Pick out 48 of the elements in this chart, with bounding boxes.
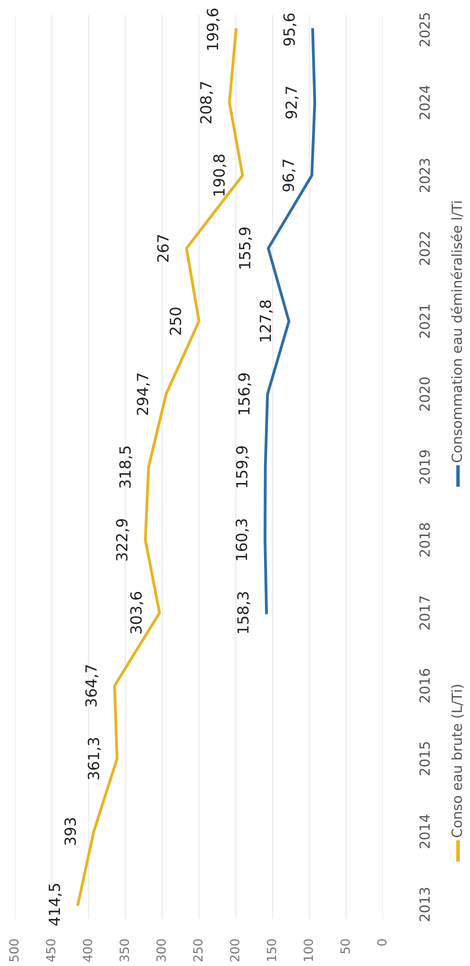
data-label: 208,7	[200, 82, 214, 124]
data-label: 414,5	[48, 884, 62, 926]
y-tick-label: 2025	[419, 13, 430, 46]
y-tick-label: 2016	[419, 668, 430, 702]
data-label: 318,5	[119, 446, 132, 488]
text: Consommation eau déminéralisée l/Ti	[450, 201, 464, 462]
y-tick-label: 2015	[419, 742, 430, 776]
y-tick-label: 2018	[419, 523, 430, 557]
data-label: 160,3	[236, 519, 249, 560]
x-tick-label: 50	[340, 939, 350, 954]
y-tick-label: 2022	[419, 232, 430, 265]
y-tick-label: 2024	[419, 86, 430, 120]
data-label: 92,7	[285, 86, 299, 119]
data-label: 156,9	[238, 373, 252, 414]
data-label: 155,9	[238, 227, 252, 268]
text: Conso eau brute (L/Ti)	[451, 684, 464, 838]
y-tick-label: 2019	[419, 450, 430, 484]
x-tick-label: 300	[156, 939, 166, 962]
data-label: 267	[157, 235, 169, 262]
x-tick-label: 350	[120, 939, 130, 962]
data-label: 361,3	[88, 738, 101, 780]
data-label: 158,3	[237, 592, 250, 633]
data-label: 199,6	[206, 8, 220, 50]
y-tick-label: 2017	[419, 596, 430, 630]
x-tick-label: 450	[46, 939, 56, 962]
x-tick-label: 400	[82, 939, 92, 962]
y-tick-label: 2023	[419, 158, 430, 192]
data-label: 393	[64, 818, 76, 845]
data-label: 364,7	[85, 665, 98, 706]
x-tick-label: 250	[193, 939, 203, 962]
data-label: 159,9	[236, 446, 250, 488]
y-tick-label: 2013	[419, 888, 430, 922]
y-tick-label: 2014	[419, 814, 430, 848]
x-tick-label: 100	[304, 939, 314, 961]
data-label: 190,8	[213, 154, 226, 196]
y-tick-label: 2021	[419, 304, 430, 338]
data-label: 127,8	[260, 300, 273, 342]
data-label: 322,9	[116, 519, 130, 561]
data-label: 95,6	[283, 14, 296, 46]
y-tick-label: 2020	[419, 377, 430, 411]
data-label: 250	[170, 308, 182, 335]
x-tick-label: 0	[377, 939, 387, 946]
x-tick-label: 500	[9, 939, 19, 962]
x-tick-label: 150	[266, 939, 276, 961]
data-label: 96,7	[282, 160, 296, 192]
data-label: 294,7	[136, 374, 150, 415]
x-tick-label: 200	[230, 939, 240, 962]
data-label: 303,6	[130, 592, 144, 634]
